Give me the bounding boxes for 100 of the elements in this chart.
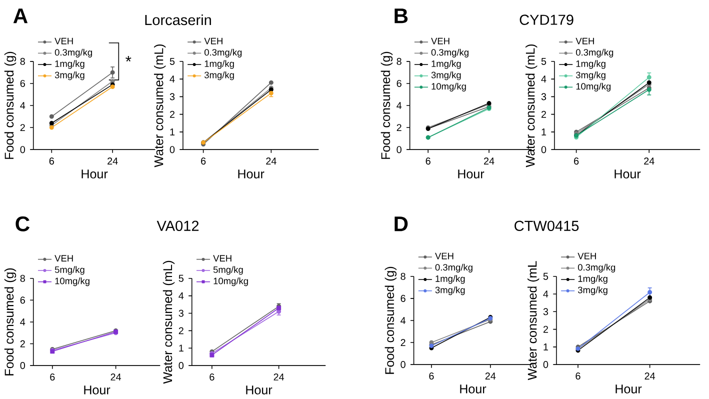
y-tick-label: 5 [541,58,546,65]
annotation: * [126,56,132,62]
y-tick-label: 0 [178,362,184,370]
legend-label: 0.3mg/kg [435,264,472,273]
y-tick-label: 4 [543,290,548,298]
x-tick-label: 6 [426,158,430,165]
y-axis-title: Food consumed (g) [4,52,16,159]
legend-label: 3mg/kg [431,72,461,80]
legend-label: VEH [576,38,594,44]
legend-label: 0.3mg/kg [54,48,92,58]
x-axis-title: Hour [460,384,486,394]
legend-label: 3mg/kg [576,72,606,80]
y-tick-label: 0 [400,361,406,368]
y-tick-label: 6 [396,80,402,88]
y-tick-label: 5 [543,273,548,280]
x-tick-label: 24 [108,158,118,165]
y-tick-label: 0 [20,146,26,154]
x-tick-label: 6 [576,372,580,380]
legend-label: 5mg/kg [54,266,84,275]
y-tick-label: 1 [179,344,184,352]
y-tick-label: 1 [544,344,548,350]
y-axis-title: Food consumed (g) [384,266,397,374]
y-tick-label: 3 [543,308,548,316]
x-axis-title: Hour [458,170,484,179]
y-tick-label: 6 [20,296,25,304]
y-tick-label: 5 [178,275,184,282]
y-tick-label: 1 [170,128,175,136]
y-tick-label: 0 [541,146,546,154]
legend-label: VEH [204,38,222,44]
legend-label: VEH [213,255,232,262]
y-axis-title: Food consumed (g) [4,268,16,376]
y-tick-label: 4 [400,317,406,324]
y-tick-label: 2 [170,110,174,118]
y-tick-label: 2 [396,124,402,132]
x-tick-label: 24 [110,374,122,381]
y-tick-label: 6 [400,295,406,302]
x-tick-label: 6 [574,158,579,165]
y-tick-label: 5 [170,58,175,65]
legend-label: 1mg/kg [578,275,608,284]
x-axis-title: Hour [616,384,642,394]
y-tick-label: 3 [170,93,175,100]
y-axis-title: Water consumed (mL) [154,44,166,168]
legend-label: VEH [54,38,73,44]
y-tick-label: 4 [20,318,26,326]
legend-label: 3mg/kg [204,72,234,80]
x-tick-label: 6 [429,372,434,380]
legend-label: 1mg/kg [436,275,465,284]
chart-title: CYD179 [520,14,574,26]
legend-label: 0.3mg/kg [578,264,616,273]
legend-label: 0.3mg/kg [576,48,614,58]
x-tick-label: 24 [644,372,656,380]
y-tick-label: 2 [400,339,406,346]
legend-label: VEH [54,255,73,262]
y-tick-label: 2 [20,124,25,132]
x-axis-title: Hour [238,170,264,179]
chart-title: Lorcaserin [145,14,211,26]
y-tick-label: 1 [542,128,546,136]
y-tick-label: 8 [20,58,25,66]
y-tick-label: 2 [20,340,25,348]
x-tick-label: 6 [210,374,214,381]
y-tick-label: 0 [170,146,175,154]
y-tick-label: 4 [541,76,546,83]
x-axis-title: Hour [82,170,108,179]
y-tick-label: 0 [543,361,548,368]
legend-label: 5mg/kg [213,266,243,275]
x-tick-label: 6 [201,158,206,165]
legend-label: 10mg/kg [55,278,90,286]
x-tick-label: 24 [274,374,284,381]
y-tick-label: 0 [20,362,26,370]
y-tick-label: 2 [543,326,548,333]
text: B [394,8,408,24]
y-tick-label: 4 [178,292,184,300]
y-axis-title: Water consumed (mL [527,261,540,380]
x-tick-label: 6 [50,374,55,381]
y-axis-title: Food consumed (g) [380,52,393,159]
y-axis-title: Water consumed (mL) [162,261,175,384]
x-tick-label: 6 [49,158,54,165]
legend-label: 3mg/kg [578,286,608,296]
y-tick-label: 0 [396,146,402,154]
legend-label: 1mg/kg [576,60,606,69]
y-tick-label: 8 [20,274,25,282]
x-tick-label: 24 [484,158,494,165]
x-axis-title: Hour [614,170,641,179]
legend-label: 1mg/kg [432,60,461,69]
text: C [16,216,30,232]
legend-label: 0.3mg/kg [431,48,468,58]
y-tick-label: 4 [20,102,26,109]
legend-label: 1mg/kg [204,60,234,69]
legend-label: 3mg/kg [435,286,465,296]
legend-label: VEH [431,38,450,44]
y-tick-label: 6 [20,80,25,88]
y-tick-label: 8 [400,272,406,280]
y-tick-label: 3 [541,93,546,100]
y-tick-label: 3 [178,310,184,317]
legend-label: VEH [435,252,454,260]
y-tick-label: 2 [178,327,184,334]
legend-label: 3mg/kg [54,72,84,80]
legend-label: 0.3mg/kg [204,48,242,58]
x-axis-title: Hour [84,386,110,394]
legend-label: 10mg/kg [576,82,611,92]
